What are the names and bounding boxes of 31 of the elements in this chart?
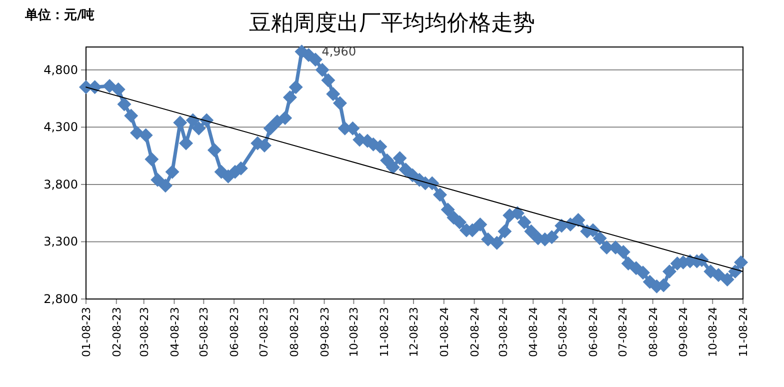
- x-tick-label: 10-08-23: [348, 307, 361, 357]
- annotation: 4,960: [322, 44, 356, 59]
- x-tick-label: 07-08-23: [257, 307, 270, 357]
- x-tick-label: 05-08-23: [198, 307, 211, 357]
- x-tick-label: 07-08-24: [616, 307, 630, 357]
- x-tick-label: 04-08-23: [168, 307, 182, 357]
- x-tick-label: 10-08-24: [706, 307, 720, 357]
- chart-title: 豆粕周度出厂平均均价格走势: [249, 11, 535, 36]
- x-tick-label: 05-08-24: [556, 307, 570, 357]
- x-tick-label: 04-08-24: [527, 307, 540, 357]
- x-tick-label: 03-08-24: [496, 307, 510, 357]
- x-tick-label: 11-08-23: [378, 307, 392, 357]
- y-tick-label: 3,300: [44, 234, 78, 249]
- x-tick-label: 11-08-24: [737, 307, 750, 357]
- y-tick-label: 3,800: [44, 177, 78, 192]
- x-tick-label: 08-08-24: [646, 307, 660, 357]
- x-tick-label: 09-08-23: [318, 307, 332, 357]
- x-tick-label: 01-08-23: [80, 307, 93, 357]
- x-tick-label: 09-08-24: [677, 307, 690, 357]
- x-tick-label: 12-08-23: [408, 307, 421, 357]
- x-tick-label: 08-08-23: [288, 307, 301, 357]
- y-tick-label: 4,800: [44, 62, 78, 77]
- x-tick-label: 06-08-24: [586, 307, 600, 357]
- y-tick-label: 2,800: [44, 292, 78, 306]
- x-tick-label: 06-08-23: [228, 307, 242, 357]
- x-tick-label: 01-08-24: [438, 307, 451, 357]
- x-tick-label: 02-08-24: [468, 307, 482, 357]
- y-tick-label: 4,300: [44, 120, 78, 134]
- text: 单位：元/吨: [24, 7, 95, 23]
- x-tick-label: 03-08-23: [138, 307, 151, 357]
- x-tick-label: 02-08-23: [110, 307, 124, 357]
